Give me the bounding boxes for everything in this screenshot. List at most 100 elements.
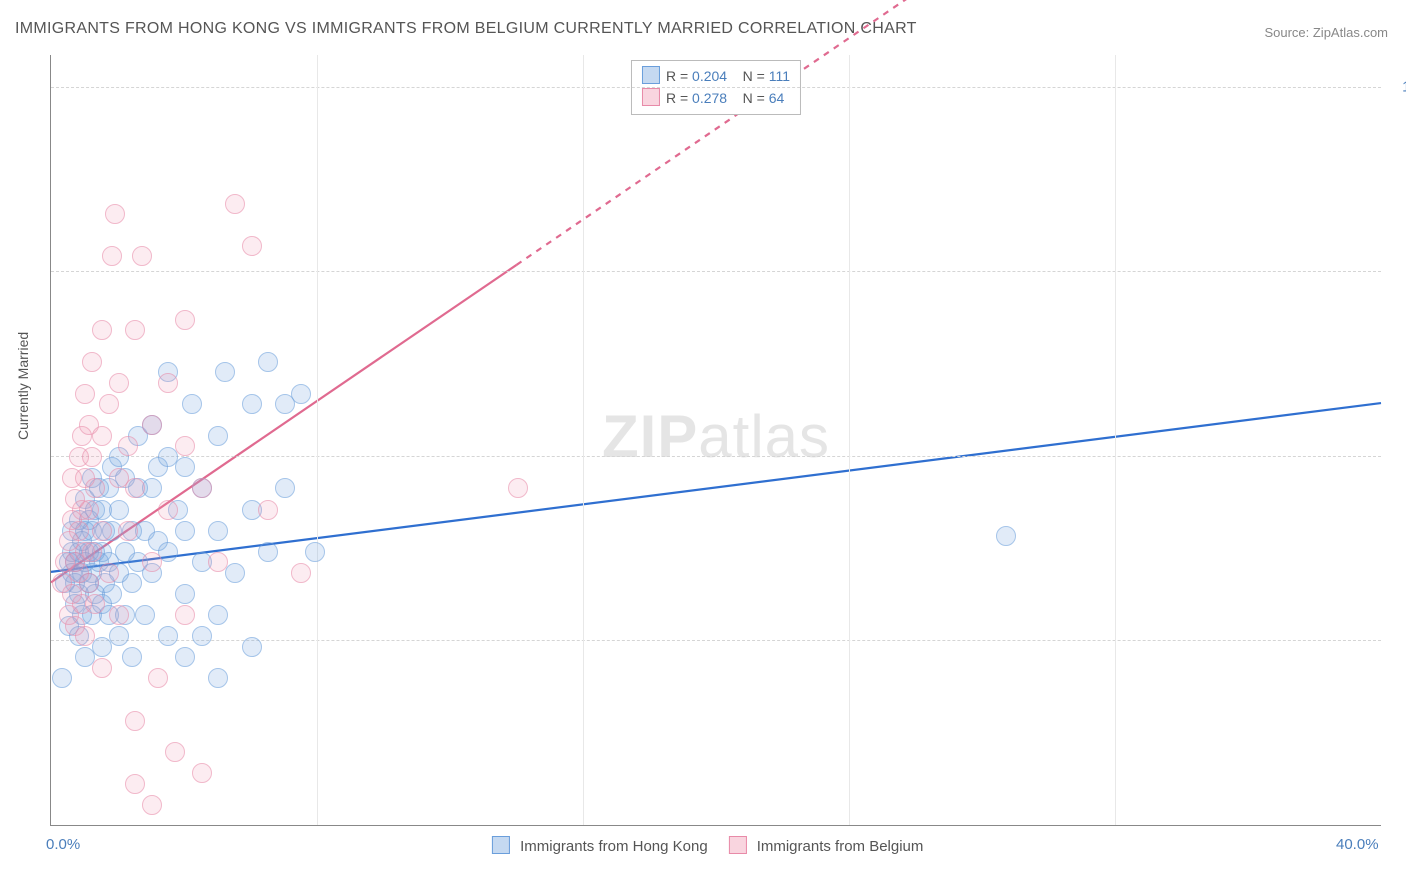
- data-point: [996, 526, 1016, 546]
- data-point: [192, 763, 212, 783]
- gridline-v: [1115, 55, 1116, 825]
- data-point: [52, 668, 72, 688]
- data-point: [258, 500, 278, 520]
- data-point: [118, 521, 138, 541]
- data-point: [275, 478, 295, 498]
- data-point: [109, 373, 129, 393]
- data-point: [82, 352, 102, 372]
- chart-title: IMMIGRANTS FROM HONG KONG VS IMMIGRANTS …: [15, 20, 917, 38]
- data-point: [208, 552, 228, 572]
- plot-area: ZIPatlas R = 0.204 N = 111R = 0.278 N = …: [50, 55, 1381, 826]
- data-point: [208, 426, 228, 446]
- data-point: [109, 500, 129, 520]
- x-tick-label: 40.0%: [1336, 836, 1379, 853]
- data-point: [158, 373, 178, 393]
- data-point: [208, 605, 228, 625]
- data-point: [175, 457, 195, 477]
- data-point: [109, 626, 129, 646]
- data-point: [508, 478, 528, 498]
- data-point: [118, 436, 138, 456]
- data-point: [142, 415, 162, 435]
- legend-swatch: [642, 66, 660, 84]
- y-axis-label: Currently Married: [15, 332, 31, 440]
- data-point: [158, 500, 178, 520]
- y-tick-label: 82.5%: [1393, 263, 1406, 280]
- data-point: [291, 384, 311, 404]
- data-point: [109, 605, 129, 625]
- x-tick-label: 0.0%: [46, 836, 80, 853]
- legend-series: Immigrants from Hong Kong Immigrants fro…: [492, 836, 940, 855]
- gridline-h: [51, 87, 1381, 88]
- data-point: [125, 478, 145, 498]
- gridline-v: [583, 55, 584, 825]
- data-point: [85, 478, 105, 498]
- data-point: [122, 573, 142, 593]
- data-point: [148, 668, 168, 688]
- data-point: [85, 594, 105, 614]
- data-point: [258, 542, 278, 562]
- data-point: [242, 236, 262, 256]
- data-point: [75, 384, 95, 404]
- legend-row: R = 0.278 N = 64: [642, 87, 790, 109]
- data-point: [132, 246, 152, 266]
- data-point: [99, 563, 119, 583]
- data-point: [158, 626, 178, 646]
- data-point: [175, 521, 195, 541]
- legend-row: R = 0.204 N = 111: [642, 65, 790, 87]
- watermark: ZIPatlas: [602, 402, 830, 471]
- data-point: [225, 194, 245, 214]
- data-point: [82, 542, 102, 562]
- data-point: [258, 352, 278, 372]
- data-point: [225, 563, 245, 583]
- data-point: [192, 478, 212, 498]
- data-point: [208, 521, 228, 541]
- data-point: [92, 426, 112, 446]
- source-label: Source: ZipAtlas.com: [1264, 25, 1388, 40]
- data-point: [125, 320, 145, 340]
- data-point: [192, 626, 212, 646]
- data-point: [82, 447, 102, 467]
- legend-swatch: [642, 88, 660, 106]
- data-point: [182, 394, 202, 414]
- data-point: [99, 394, 119, 414]
- data-point: [69, 521, 89, 541]
- data-point: [92, 320, 112, 340]
- legend-swatch: [492, 836, 510, 854]
- data-point: [242, 637, 262, 657]
- data-point: [125, 774, 145, 794]
- data-point: [92, 658, 112, 678]
- regression-lines: [51, 55, 1381, 825]
- data-point: [142, 552, 162, 572]
- data-point: [79, 500, 99, 520]
- legend-label: Immigrants from Belgium: [757, 838, 924, 855]
- legend-label: Immigrants from Hong Kong: [520, 838, 708, 855]
- data-point: [165, 742, 185, 762]
- data-point: [291, 563, 311, 583]
- data-point: [79, 573, 99, 593]
- data-point: [305, 542, 325, 562]
- gridline-h: [51, 271, 1381, 272]
- data-point: [175, 647, 195, 667]
- data-point: [142, 795, 162, 815]
- data-point: [242, 394, 262, 414]
- gridline-v: [849, 55, 850, 825]
- gridline-h: [51, 456, 1381, 457]
- data-point: [175, 584, 195, 604]
- data-point: [75, 626, 95, 646]
- y-tick-label: 47.5%: [1393, 632, 1406, 649]
- data-point: [215, 362, 235, 382]
- data-point: [105, 204, 125, 224]
- data-point: [175, 436, 195, 456]
- legend-swatch: [729, 836, 747, 854]
- data-point: [175, 310, 195, 330]
- y-tick-label: 100.0%: [1393, 78, 1406, 95]
- data-point: [208, 668, 228, 688]
- data-point: [125, 711, 145, 731]
- gridline-v: [317, 55, 318, 825]
- data-point: [135, 605, 155, 625]
- data-point: [175, 605, 195, 625]
- data-point: [102, 246, 122, 266]
- y-tick-label: 65.0%: [1393, 447, 1406, 464]
- data-point: [122, 647, 142, 667]
- data-point: [92, 521, 112, 541]
